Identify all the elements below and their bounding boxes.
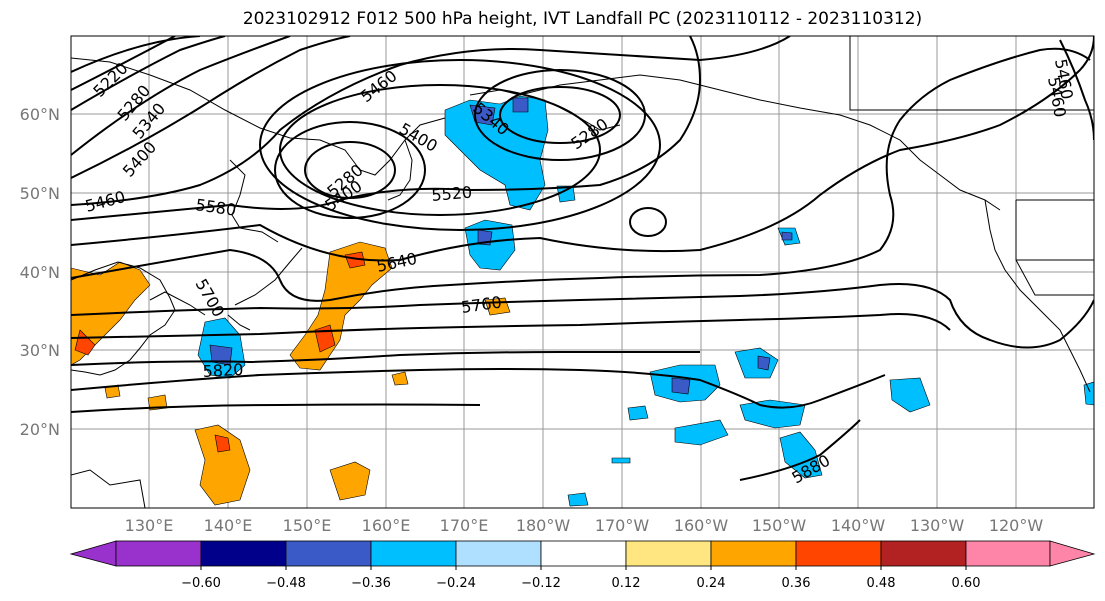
colorbar-swatch — [285, 540, 372, 567]
lon-label: 170°W — [595, 516, 650, 535]
longitude-labels: 130°E 140°E 150°E 160°E 170°E 180°W 170°… — [125, 516, 1044, 535]
colorbar-tick: 0.24 — [697, 576, 726, 591]
lon-label: 170°E — [440, 516, 489, 535]
colorbar-swatch — [455, 540, 542, 567]
lat-label: 30°N — [20, 341, 60, 360]
colorbar-swatch — [795, 540, 882, 567]
colorbar-tick: −0.12 — [521, 576, 561, 591]
lat-label: 50°N — [20, 184, 60, 203]
lon-label: 140°E — [204, 516, 253, 535]
lon-label: 130°E — [125, 516, 174, 535]
colorbar-tick: 0.12 — [612, 576, 641, 591]
lon-label: 130°W — [910, 516, 965, 535]
colorbar-tick: −0.24 — [436, 576, 476, 591]
lon-label: 150°W — [752, 516, 807, 535]
contour-label: 5520 — [431, 183, 473, 205]
lat-label: 20°N — [20, 420, 60, 439]
colorbar-ticks: −0.60 −0.48 −0.36 −0.24 −0.12 0.12 0.24 … — [181, 576, 980, 591]
colorbar — [69, 540, 1096, 570]
lon-label: 120°W — [989, 516, 1044, 535]
lon-label: 160°E — [362, 516, 411, 535]
ivt-negative-shading — [197, 95, 1094, 507]
lon-label: 180°W — [516, 516, 571, 535]
colorbar-extend-high — [1049, 540, 1096, 567]
colorbar-swatch — [115, 540, 202, 567]
colorbar-swatch — [710, 540, 797, 567]
colorbar-tick: −0.60 — [181, 576, 221, 591]
lon-label: 150°E — [283, 516, 332, 535]
colorbar-swatch — [200, 540, 287, 567]
lat-label: 40°N — [20, 263, 60, 282]
colorbar-tick: 0.36 — [782, 576, 811, 591]
contour-label: 5820 — [202, 360, 244, 381]
coastlines — [71, 36, 1094, 508]
colorbar-tick: 0.48 — [867, 576, 896, 591]
colorbar-tick: −0.48 — [266, 576, 306, 591]
lon-label: 140°W — [831, 516, 886, 535]
colorbar-tick: 0.60 — [952, 576, 981, 591]
lon-label: 160°W — [674, 516, 729, 535]
colorbar-swatch — [540, 540, 627, 567]
colorbar-tick: −0.36 — [351, 576, 391, 591]
map-border — [70, 35, 1095, 509]
map-title: 2023102912 F012 500 hPa height, IVT Land… — [242, 9, 923, 29]
colorbar-extend-low — [69, 540, 117, 567]
height-contours — [71, 36, 1094, 481]
lat-label: 60°N — [20, 105, 60, 124]
latitude-labels: 60°N 50°N 40°N 30°N 20°N — [20, 105, 60, 439]
colorbar-swatch — [625, 540, 712, 567]
colorbar-swatch — [965, 540, 1051, 567]
colorbar-swatch — [370, 540, 457, 567]
colorbar-swatch — [880, 540, 967, 567]
